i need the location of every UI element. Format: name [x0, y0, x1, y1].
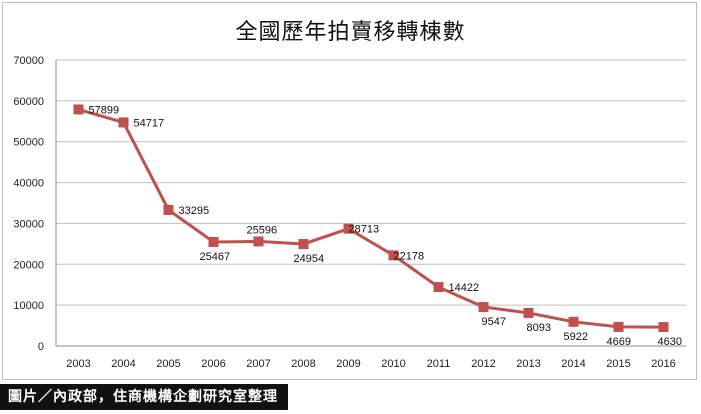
x-tick-label: 2013 — [516, 358, 540, 370]
data-point — [343, 223, 354, 234]
data-point — [253, 236, 264, 247]
x-tick-label: 2007 — [246, 358, 270, 370]
line-chart: 0 10000 20000 30000 40000 50000 60000 70000 200… — [13, 55, 686, 370]
x-tick-label: 2005 — [156, 358, 180, 370]
y-tick-label: 50000 — [13, 137, 44, 149]
chart-frame — [2, 2, 697, 380]
axes — [55, 60, 686, 347]
data-label: 25596 — [247, 224, 278, 236]
series — [73, 104, 669, 333]
data-label: 8093 — [527, 322, 551, 334]
data-point — [208, 236, 219, 247]
image-credit: 圖片／內政部，住商機構企劃研究室整理 — [0, 384, 288, 410]
data-point — [523, 307, 534, 318]
y-axis-ticks: 0 10000 20000 30000 40000 50000 60000 70000 — [13, 55, 44, 353]
data-point — [478, 301, 489, 312]
data-label: 4669 — [607, 336, 631, 348]
data-point — [613, 321, 624, 332]
data-label: 5922 — [564, 331, 588, 343]
y-tick-label: 30000 — [13, 218, 44, 230]
data-point — [118, 117, 129, 128]
y-tick-label: 0 — [38, 341, 44, 353]
gridlines — [56, 59, 686, 306]
x-tick-label: 2015 — [606, 358, 630, 370]
data-point — [73, 104, 84, 115]
data-point — [388, 250, 399, 261]
data-point — [658, 322, 669, 333]
x-tick-label: 2008 — [291, 358, 315, 370]
x-tick-label: 2004 — [111, 358, 135, 370]
series-line — [78, 108, 664, 329]
data-point — [163, 204, 174, 215]
x-tick-label: 2010 — [381, 358, 405, 370]
chart-title: 全國歷年拍賣移轉棟數 — [235, 20, 466, 45]
y-tick-label: 70000 — [13, 55, 44, 67]
data-label: 28713 — [349, 224, 380, 236]
data-point — [568, 316, 579, 327]
data-label: 4630 — [658, 336, 682, 348]
data-label: 25467 — [200, 251, 231, 263]
y-tick-label: 20000 — [13, 259, 44, 271]
x-tick-label: 2012 — [471, 358, 495, 370]
y-tick-label: 40000 — [13, 178, 44, 190]
x-tick-label: 2009 — [336, 358, 360, 370]
data-label: 9547 — [482, 316, 506, 328]
data-label: 22178 — [394, 250, 425, 262]
x-tick-label: 2006 — [201, 358, 225, 370]
y-tick-label: 10000 — [13, 300, 44, 312]
x-tick-label: 2016 — [651, 358, 675, 370]
data-label: 54717 — [134, 117, 165, 129]
x-tick-label: 2011 — [427, 358, 451, 370]
x-tick-label: 2014 — [561, 358, 585, 370]
data-label: 57899 — [89, 104, 120, 116]
data-point — [298, 239, 309, 250]
data-label: 24954 — [294, 253, 325, 265]
data-labels: 57899 54717 33295 25467 25596 24954 28713 22178… — [89, 104, 682, 348]
x-tick-label: 2003 — [66, 358, 90, 370]
x-axis-ticks: 2003 2004 2005 2006 2007 2008 2009 2010 2011 2012… — [66, 358, 675, 370]
y-tick-label: 60000 — [13, 96, 44, 108]
data-label: 33295 — [179, 205, 210, 217]
data-point — [433, 282, 444, 293]
data-label: 14422 — [449, 282, 480, 294]
